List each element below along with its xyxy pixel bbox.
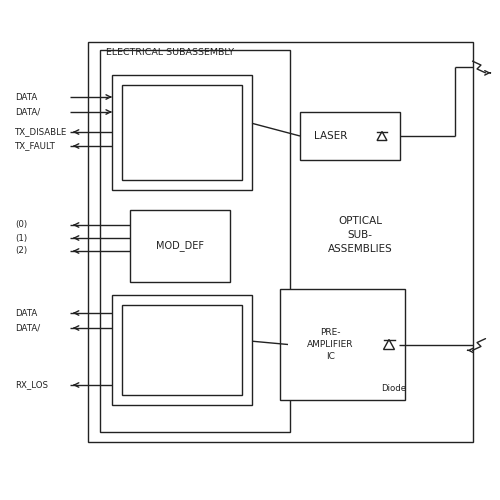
Text: PRE-
AMPLIFIER
IC: PRE- AMPLIFIER IC xyxy=(307,328,354,361)
Text: TX_DISABLE: TX_DISABLE xyxy=(15,128,68,136)
Text: RX_LOS: RX_LOS xyxy=(15,380,48,390)
Bar xyxy=(112,295,252,405)
Text: DATA: DATA xyxy=(15,308,37,318)
Bar xyxy=(130,210,230,282)
Text: DATA/: DATA/ xyxy=(15,108,40,116)
Text: DATA/: DATA/ xyxy=(15,324,40,332)
Text: DATA: DATA xyxy=(15,92,37,102)
Text: ELECTRICAL SUBASSEMBLY: ELECTRICAL SUBASSEMBLY xyxy=(106,48,234,57)
Bar xyxy=(280,289,405,400)
Bar xyxy=(112,75,252,190)
Bar xyxy=(122,305,242,395)
Text: Diode: Diode xyxy=(381,384,406,393)
Bar xyxy=(122,85,242,180)
Text: LASER: LASER xyxy=(314,131,348,141)
Text: (0): (0) xyxy=(15,220,27,230)
Text: (2): (2) xyxy=(15,246,27,256)
Bar xyxy=(88,42,473,442)
Text: TX_FAULT: TX_FAULT xyxy=(15,142,56,150)
Bar xyxy=(300,112,400,160)
Text: MOD_DEF: MOD_DEF xyxy=(156,240,204,252)
Bar xyxy=(288,307,373,382)
Text: OPTICAL
SUB-
ASSEMBLIES: OPTICAL SUB- ASSEMBLIES xyxy=(328,216,392,254)
Text: (1): (1) xyxy=(15,234,27,242)
Bar xyxy=(100,50,290,432)
